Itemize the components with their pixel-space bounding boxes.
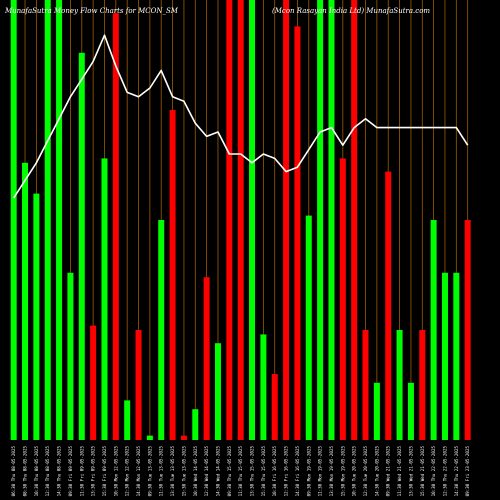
x-tick-label: 11:30 Tue 13-05-2025: [159, 446, 164, 497]
bar: [328, 0, 335, 440]
x-tick-label: 09:30 Thu 15-05-2025: [227, 446, 232, 497]
chart-title-right: (Mcon Rasayan India Ltd) MunafaSutra.com: [272, 7, 430, 15]
x-tick-label: 06:30 Thu 08-05-2025: [11, 446, 16, 497]
bar: [180, 435, 187, 440]
bar: [90, 325, 97, 440]
bar: [135, 330, 142, 440]
x-tick-label: 11:30 Fri 09-05-2025: [79, 446, 84, 497]
bar: [169, 110, 176, 440]
bar: [351, 0, 358, 440]
x-tick-label: 13:30 Mon 19-05-2025: [329, 446, 334, 497]
x-tick-label: 14:30 Tue 20-05-2025: [374, 446, 379, 497]
bar: [249, 0, 256, 440]
chart-title-left: MunafaSutra Money Flow Charts for MCON_S…: [4, 7, 179, 15]
bar: [339, 158, 346, 440]
bar: [441, 272, 448, 440]
bar: [226, 0, 233, 440]
bar: [362, 330, 369, 440]
bar: [237, 0, 244, 440]
x-tick-label: 15:30 Fri 09-05-2025: [102, 446, 107, 497]
x-tick-label: 14:30 Fri 16-05-2025: [295, 446, 300, 497]
bars-group: [10, 0, 471, 441]
bar: [158, 220, 165, 440]
x-tick-label: 09:30 Wed 21-05-2025: [386, 446, 391, 497]
bar: [78, 52, 85, 441]
x-tick-label: 11:30 Thu 15-05-2025: [238, 446, 243, 497]
x-tick-label: 10:30 Wed 14-05-2025: [193, 446, 198, 497]
bar: [101, 158, 108, 440]
bar: [396, 330, 403, 440]
bar: [260, 334, 267, 440]
bar: [453, 272, 460, 440]
x-tick-label: 12:30 Thu 22-05-2025: [442, 446, 447, 497]
bar: [33, 193, 40, 440]
x-tick-label: 12:30 Tue 20-05-2025: [363, 446, 368, 497]
bar: [419, 330, 426, 440]
x-tick-labels: 06:30 Thu 08-05-2025 08:30 Thu 08-05-2025…: [11, 446, 470, 497]
bar: [22, 162, 29, 441]
x-tick-label: 15:30 Mon 19-05-2025: [340, 446, 345, 497]
bar: [56, 0, 63, 440]
x-tick-label: 12:30 Mon 12-05-2025: [125, 446, 130, 497]
bar: [373, 382, 380, 440]
x-tick-label: 12:30 Fri 16-05-2025: [284, 446, 289, 497]
x-tick-label: 09:30 Mon 19-05-2025: [306, 446, 311, 497]
x-tick-label: 14:30 Mon 12-05-2025: [136, 446, 141, 497]
bar: [67, 272, 74, 440]
x-tick-label: 10:30 Fri 16-05-2025: [272, 446, 277, 497]
x-tick-label: 11:30 Wed 21-05-2025: [397, 446, 402, 497]
x-tick-label: 15:30 Wed 21-05-2025: [420, 446, 425, 497]
bar: [317, 0, 324, 440]
bar: [10, 0, 17, 440]
x-tick-label: 10:30 Mon 12-05-2025: [113, 446, 118, 497]
x-tick-label: 12:30 Wed 14-05-2025: [204, 446, 209, 497]
x-tick-label: 15:30 Thu 15-05-2025: [261, 446, 266, 497]
bar: [464, 220, 471, 440]
money-flow-line: [13, 34, 469, 199]
bar: [407, 382, 414, 440]
x-tick-label: 10:30 Tue 20-05-2025: [352, 446, 357, 497]
x-tick-label: 13:30 Thu 15-05-2025: [250, 446, 255, 497]
bar: [192, 409, 199, 440]
bar: [305, 215, 312, 440]
bar: [283, 0, 290, 440]
bar: [430, 220, 437, 440]
bar: [146, 435, 153, 440]
x-tick-label: 14:30 Wed 14-05-2025: [215, 446, 220, 497]
x-tick-label: 09:30 Tue 13-05-2025: [147, 446, 152, 497]
x-tick-label: 14:30 Thu 08-05-2025: [57, 446, 62, 497]
x-tick-label: 08:30 Thu 08-05-2025: [23, 446, 28, 497]
bar: [124, 400, 131, 440]
x-tick-label: 10:30 Thu 22-05-2025: [431, 446, 436, 497]
bar: [112, 13, 119, 440]
bar: [385, 171, 392, 440]
x-tick-label: 11:30 Mon 19-05-2025: [318, 446, 323, 497]
x-tick-label: 09:30 Fri 09-05-2025: [68, 446, 73, 497]
x-tick-label: 14:30 Thu 22-05-2025: [454, 446, 459, 497]
bar: [294, 26, 301, 441]
x-tick-label: 12:30 Thu 08-05-2025: [45, 446, 50, 497]
x-tick-label: 13:30 Wed 21-05-2025: [408, 446, 413, 497]
bar: [44, 0, 51, 440]
x-tick-label: 10:30 Thu 08-05-2025: [34, 446, 39, 497]
x-tick-label: 09:30 Fri 23-05-2025: [465, 446, 470, 497]
bar: [271, 374, 278, 440]
x-tick-label: 15:30 Tue 13-05-2025: [181, 446, 186, 497]
bar: [214, 343, 221, 440]
x-tick-label: 13:30 Fri 09-05-2025: [91, 446, 96, 497]
x-tick-label: 13:30 Tue 13-05-2025: [170, 446, 175, 497]
bar: [203, 277, 210, 440]
